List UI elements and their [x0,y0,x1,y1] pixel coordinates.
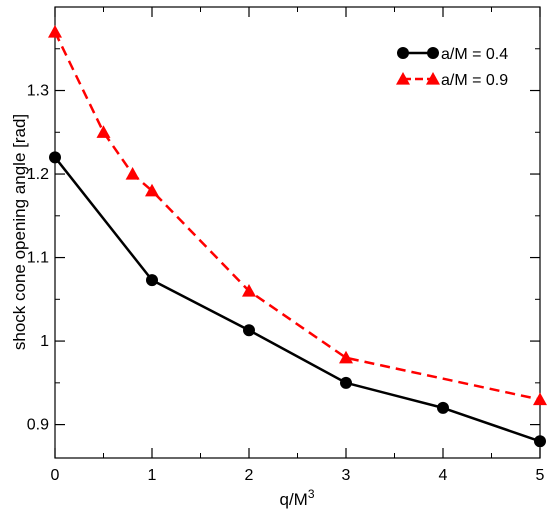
x-tick-label: 1 [148,467,157,484]
y-tick-label: 1.3 [27,83,49,100]
axis-tick-labels: 0 1 2 3 4 5 0.9 1 1.1 1.2 1.3 [27,83,545,484]
x-axis-title-superscript: 3 [308,487,315,501]
y-tick-label: 0.9 [27,417,49,434]
data-point [340,376,352,389]
data-point [48,25,62,38]
x-axis-title: q/M3 [279,487,314,509]
data-point [145,183,159,197]
data-point [146,274,158,287]
x-tick-label: 0 [51,467,60,484]
x-axis-title-base: q/M [279,490,307,509]
y-tick-label: 1.1 [27,250,49,267]
data-point [125,167,140,180]
x-tick-label: 3 [342,467,351,484]
axis-ticks [54,7,541,458]
legend-marker [427,47,439,59]
legend: a/M = 0.4 a/M = 0.9 [396,46,508,89]
data-point [533,392,547,406]
legend-label: a/M = 0.9 [441,72,508,89]
data-point [96,125,111,138]
series-1 [49,151,546,448]
series-layer [48,25,547,448]
legend-marker [397,47,409,59]
data-point [242,283,256,297]
x-tick-label: 5 [536,467,545,484]
data-point [339,350,353,364]
y-tick-label: 1.2 [27,166,49,183]
x-tick-label: 2 [245,467,254,484]
series-2 [48,25,547,406]
y-tick-label: 1 [40,333,49,350]
x-tick-label: 4 [439,467,448,484]
data-point [49,151,61,164]
data-point [243,324,255,337]
y-axis-title: shock cone opening angle [rad] [10,114,29,350]
series-line [54,156,541,443]
data-point [437,401,449,414]
data-point [534,435,546,448]
legend-marker [426,72,440,85]
legend-marker [396,72,410,85]
legend-label: a/M = 0.4 [441,46,508,63]
